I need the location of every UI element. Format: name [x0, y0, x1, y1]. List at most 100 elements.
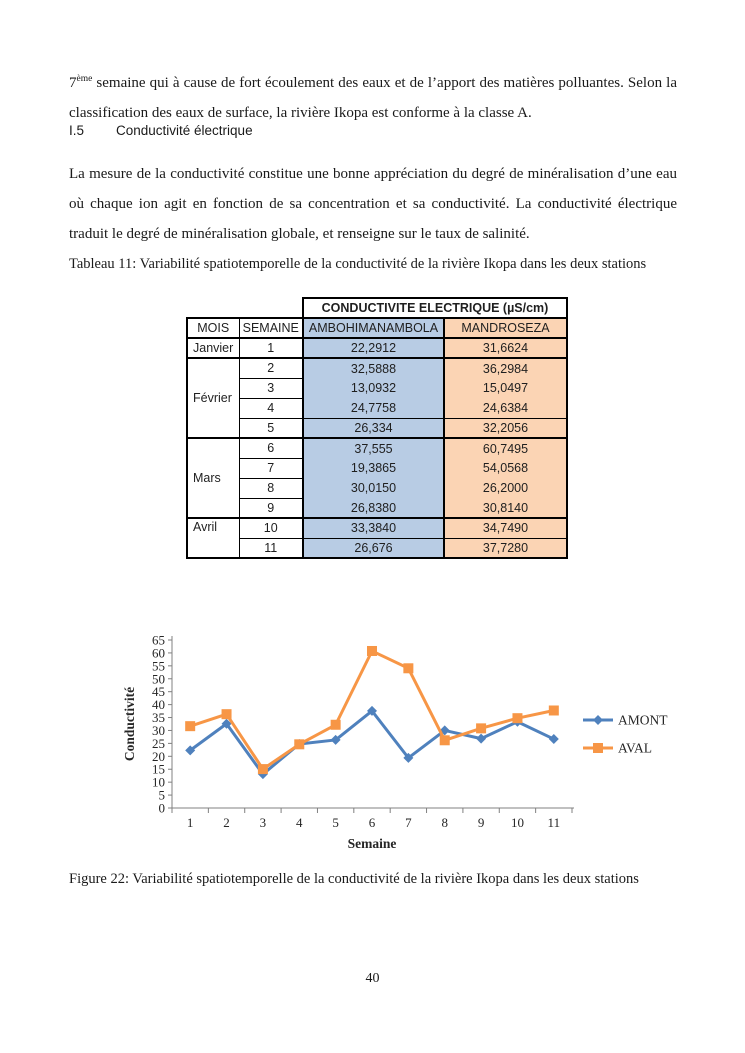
legend-label-aval: AVAL [618, 741, 652, 756]
station1-value-cell: 26,8380 [302, 498, 445, 518]
station2-value-cell: 37,7280 [443, 537, 568, 559]
x-axis-title: Semaine [348, 836, 397, 851]
station2-value-cell: 54,0568 [443, 458, 568, 478]
series-amont-marker [439, 725, 450, 736]
table-row: Avril 10 33,3840 34,7490 [186, 517, 568, 559]
week-cell: 6 [238, 437, 304, 459]
week-cell: 8 [238, 477, 304, 499]
station1-value-cell: 30,0150 [302, 478, 445, 498]
week-cell: 9 [238, 497, 304, 519]
conductivity-table: CONDUCTIVITE ELECTRIQUE (µS/cm) MOIS SEM… [186, 297, 568, 559]
paragraph-body-text: semaine qui à cause de fort écoulement d… [69, 75, 677, 121]
series-amont-marker [367, 705, 377, 716]
paragraph-intro: 7ème semaine qui à cause de fort écoulem… [69, 68, 677, 128]
series-aval-marker [221, 709, 232, 720]
series-amont-marker [330, 734, 341, 745]
table-caption: Tableau 11: Variabilité spatiotemporelle… [69, 256, 647, 272]
x-tick-label: 5 [332, 815, 339, 830]
series-aval-marker [439, 735, 450, 746]
month-cell: Mars [186, 437, 240, 519]
table-row: 5 26,334 32,2056 [187, 417, 568, 439]
y-tick-label: 35 [152, 710, 165, 725]
x-tick-label: 1 [187, 815, 194, 830]
y-tick-label: 45 [152, 684, 165, 699]
station1-value-cell: 32,5888 [302, 357, 445, 378]
section-title: Conductivité électrique [116, 123, 253, 138]
series-amont-marker [476, 733, 487, 744]
x-tick-label: 4 [296, 815, 303, 830]
x-tick-label: 10 [511, 815, 524, 830]
station1-value-cell: 26,676 [302, 537, 445, 559]
page-number: 40 [365, 971, 380, 986]
station2-value-cell: 24,6384 [443, 398, 568, 418]
table-row: 3 13,0932 15,0497 [187, 377, 568, 399]
station2-value-cell: 36,2984 [443, 357, 568, 378]
y-tick-label: 20 [152, 749, 165, 764]
blank-corner-cell [239, 298, 303, 318]
station1-value-cell: 33,3840 [302, 517, 445, 538]
y-tick-label: 55 [152, 658, 165, 673]
legend-marker-aval [593, 743, 603, 753]
table-row: Janvier 1 22,2912 31,6624 [186, 337, 568, 359]
conductivity-chart: 0 5 10 15 20 25 30 35 40 45 50 55 60 65 1 2 3 4 5 6 7 8 9 10 11 C… [122, 616, 702, 864]
table-row: Février 2 32,5888 36,2984 [186, 357, 568, 439]
series-aval-marker [548, 705, 559, 716]
series-amont-marker [185, 745, 196, 756]
paragraph-lead-number: 7 [69, 75, 77, 91]
section-heading: I.5 Conductivité électrique [69, 123, 253, 138]
blank-corner-cell [187, 298, 239, 318]
y-axis-title: Conductivité [122, 687, 137, 761]
x-tick-label: 3 [260, 815, 267, 830]
column-header-station2: MANDROSEZA [443, 317, 568, 339]
station1-value-cell: 13,0932 [302, 378, 445, 398]
legend-label-amont: AMONT [618, 713, 668, 728]
series-amont-marker [221, 718, 232, 729]
table-row: 8 30,0150 26,2000 [187, 477, 568, 499]
month-cell: Février [186, 357, 240, 439]
week-cell: 2 [238, 357, 304, 379]
y-tick-label: 5 [159, 788, 166, 803]
y-tick-label: 65 [152, 633, 165, 648]
table-main-header: CONDUCTIVITE ELECTRIQUE (µS/cm) [302, 297, 568, 319]
series-aval-marker [476, 723, 487, 734]
series-aval-marker [185, 721, 196, 732]
station1-value-cell: 37,555 [302, 437, 445, 458]
x-tick-label: 6 [369, 815, 376, 830]
series-aval-marker [367, 645, 377, 656]
x-tick-label: 2 [223, 815, 230, 830]
x-tick-label: 11 [548, 815, 561, 830]
conductivity-table-grid: CONDUCTIVITE ELECTRIQUE (µS/cm) MOIS SEM… [186, 297, 568, 559]
month-cell: Janvier [186, 337, 240, 359]
week-cell: 11 [238, 537, 304, 559]
series-amont-marker [403, 752, 414, 763]
week-cell: 7 [238, 457, 304, 479]
x-tick-label: 9 [478, 815, 485, 830]
y-tick-label: 40 [152, 697, 165, 712]
series-aval-marker [330, 719, 341, 730]
series-aval-marker [512, 713, 523, 724]
table-row: 4 24,7758 24,6384 [187, 397, 568, 419]
week-cell: 4 [238, 397, 304, 419]
series-amont-marker [548, 734, 559, 745]
table-row: 7 19,3865 54,0568 [187, 457, 568, 479]
series-aval-marker [403, 663, 414, 674]
station2-value-cell: 15,0497 [443, 378, 568, 398]
station2-value-cell: 26,2000 [443, 478, 568, 498]
column-header-station1: AMBOHIMANAMBOLA [302, 317, 445, 339]
legend-marker-amont [593, 715, 603, 725]
table-row: 11 26,676 37,7280 [187, 537, 568, 559]
figure-caption: Figure 22: Variabilité spatiotemporelle … [69, 871, 639, 887]
y-tick-label: 25 [152, 736, 165, 751]
table-span-header-row: CONDUCTIVITE ELECTRIQUE (µS/cm) [187, 297, 568, 319]
station2-value-cell: 30,8140 [443, 498, 568, 518]
series-aval-marker [294, 739, 305, 750]
week-cell: 5 [238, 417, 304, 439]
week-cell: 10 [238, 517, 304, 539]
column-header-semaine: SEMAINE [238, 317, 304, 339]
station1-value-cell: 24,7758 [302, 398, 445, 418]
x-tick-label: 7 [405, 815, 412, 830]
station2-value-cell: 32,2056 [443, 417, 568, 438]
station2-value-cell: 34,7490 [443, 517, 568, 538]
